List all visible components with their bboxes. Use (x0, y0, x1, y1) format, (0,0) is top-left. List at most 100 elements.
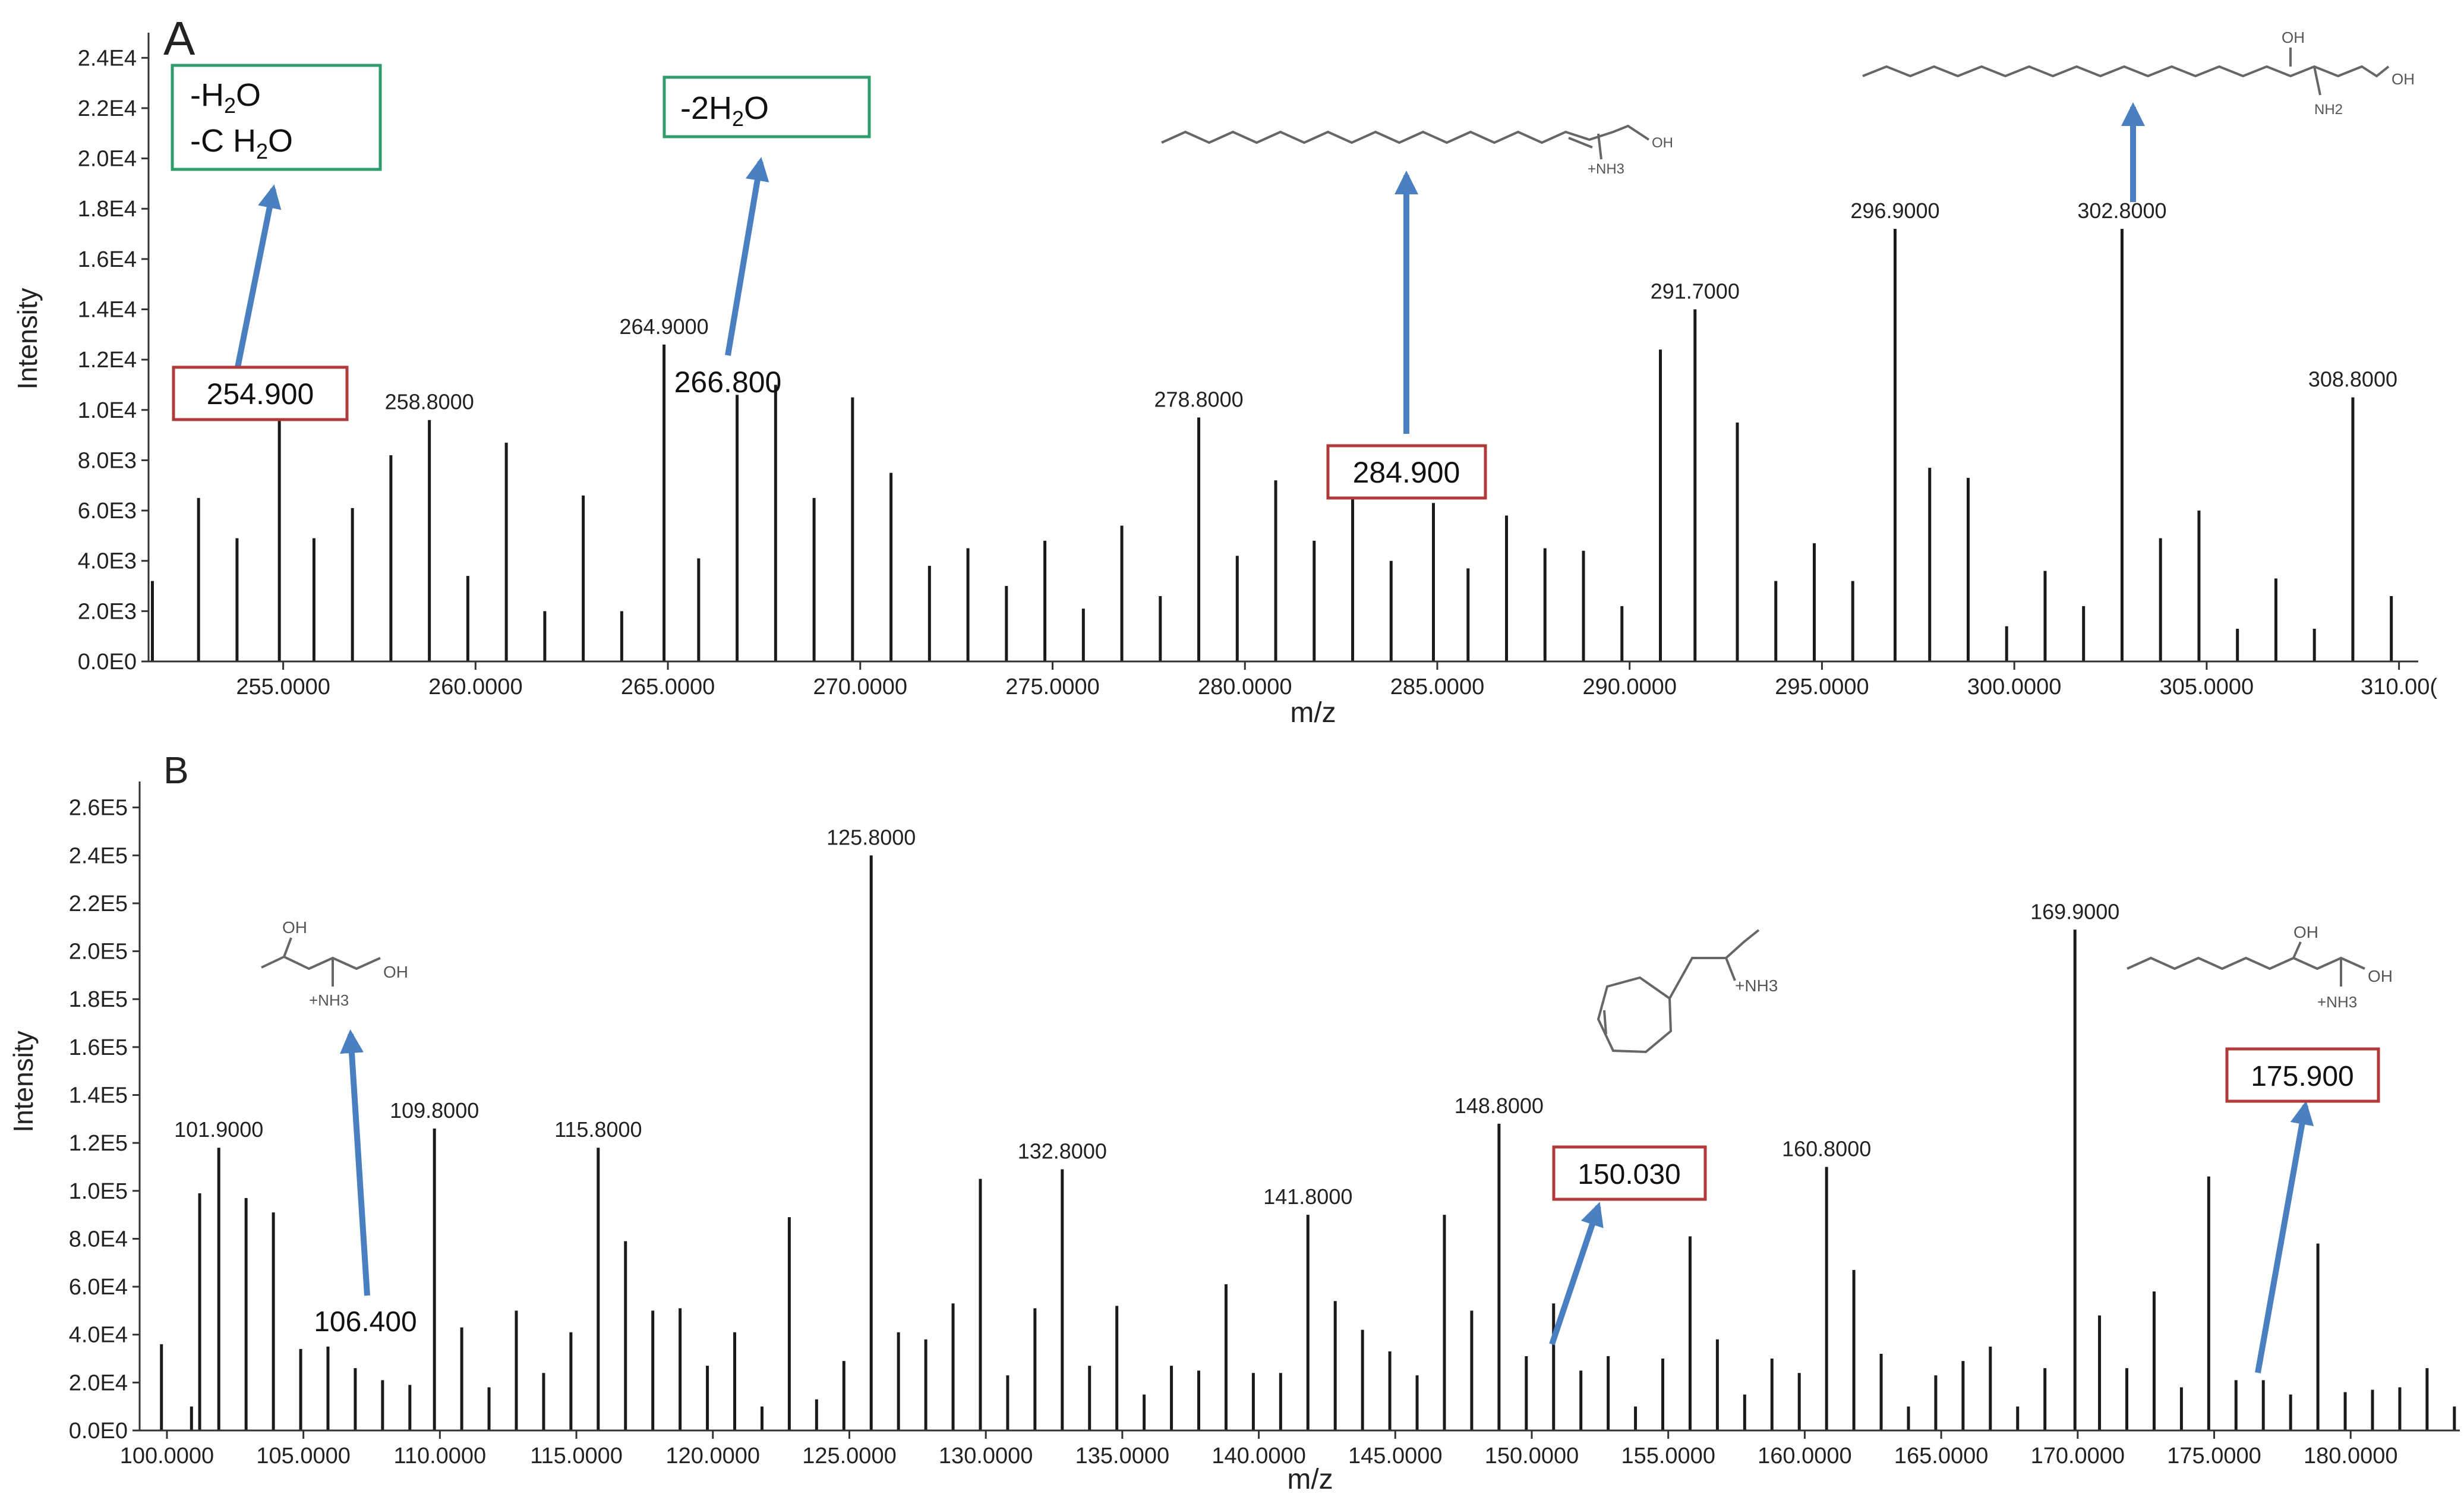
ion-box-254900: 254.900 (172, 365, 349, 421)
svg-text:150.030: 150.030 (1578, 1159, 1681, 1190)
panel-b-x-tick-label: 105.0000 (256, 1444, 351, 1469)
panel-b-x-tick-label: 150.0000 (1485, 1444, 1579, 1469)
structure-cycloheptenyl-amine (1597, 929, 1760, 1054)
structure-aminobutanediol-nh3: +NH3 (309, 991, 349, 1009)
panel-a-x-tick-label: 300.0000 (1967, 675, 2062, 699)
panel-a-x-tick-label: 290.0000 (1582, 675, 1677, 699)
panel-a-x-tick-label: 285.0000 (1390, 675, 1485, 699)
svg-text:175.900: 175.900 (2251, 1061, 2354, 1092)
panel-b-arrow-150 (1549, 1202, 1604, 1345)
panel-b-y-tick-label: 1.8E5 (69, 987, 128, 1012)
panel-a-y-tick-label: 2.2E4 (78, 96, 137, 121)
panel-b-x-tick-label: 155.0000 (1621, 1444, 1715, 1469)
structure-aminobutanediol-oh1: OH (282, 918, 307, 937)
panel-a-x-tick-label: 310.00( (2361, 675, 2437, 699)
panel-b-y-tick-label: 1.4E5 (69, 1083, 128, 1108)
panel-a-label: A (163, 12, 195, 65)
panel-b-x-tick-label: 135.0000 (1075, 1444, 1170, 1469)
structure-aminooctanediol-oh2: OH (2368, 967, 2393, 985)
panel-a-y-tick-label: 8.0E3 (78, 448, 137, 473)
panel-a-peak-label: 308.8000 (2308, 367, 2397, 392)
panel-b-peak-label: 115.8000 (554, 1117, 642, 1142)
panel-b-x-tick-label: 130.0000 (939, 1444, 1033, 1469)
panel-b-arrow-106 (340, 1029, 370, 1296)
svg-text:-2H2O: -2H2O (680, 90, 769, 131)
ion-box-175900: 175.900 (2225, 1047, 2380, 1103)
panel-b-peak-label: 148.8000 (1455, 1094, 1544, 1118)
panel-b-peak-label: 169.9000 (2030, 899, 2119, 924)
panel-b-y-tick-label: 2.6E5 (69, 796, 128, 821)
panel-a-peak-label: 296.9000 (1850, 198, 1939, 223)
panel-b-y-tick-label: 2.2E5 (69, 891, 128, 916)
panel-a-x-tick-label: 295.0000 (1775, 675, 1869, 699)
panel-a-y-tick-label: 2.0E4 (78, 147, 137, 172)
svg-text:284.900: 284.900 (1353, 456, 1460, 489)
panel-b-arrow-175 (2255, 1101, 2314, 1373)
panel-b-y-axis-title: Intensity (8, 1031, 39, 1132)
panel-a-x-tick-label: 280.0000 (1198, 675, 1292, 699)
panel-b-x-tick-label: 180.0000 (2304, 1444, 2398, 1469)
panel-b-y-tick-label: 2.0E5 (69, 940, 128, 965)
panel-b-y-tick-label: 2.4E5 (69, 843, 128, 868)
structure-cycloheptenyl-amine-nh3: +NH3 (1735, 976, 1778, 995)
structure-aminooctanediol-oh1: OH (2293, 923, 2318, 941)
panel-b-x-tick-label: 125.0000 (802, 1444, 897, 1469)
structure-sphinganine-oh2: OH (2392, 70, 2415, 88)
panel-b-y-tick-label: 8.0E4 (69, 1227, 128, 1252)
panel-a-x-tick-label: 270.0000 (813, 675, 908, 699)
panel-b-peak-label: 101.9000 (174, 1117, 263, 1142)
panel-a-y-tick-label: 1.0E4 (78, 398, 137, 423)
panel-a-y-tick-label: 2.4E4 (78, 46, 137, 71)
panel-b-y-tick-label: 0.0E0 (69, 1419, 128, 1444)
panel-a-y-tick-label: 2.0E3 (78, 599, 137, 624)
panel-b-x-tick-label: 110.0000 (394, 1444, 487, 1469)
panel-b-y-tick-label: 1.6E5 (69, 1035, 128, 1060)
panel-a-x-tick-label: 260.0000 (428, 675, 523, 699)
panel-b-label: B (163, 749, 189, 792)
panel-b-x-tick-label: 115.0000 (530, 1444, 623, 1469)
structure-hexadecenylamine (1161, 124, 1650, 160)
ion-label-106400: 106.400 (314, 1306, 417, 1338)
panel-a-y-tick-label: 4.0E3 (78, 549, 137, 574)
structure-aminooctanediol (2127, 941, 2365, 987)
panel-b-x-tick-label: 170.0000 (2031, 1444, 2125, 1469)
panel-a-y-tick-label: 1.8E4 (78, 197, 137, 222)
panel-b-peak-label: 132.8000 (1018, 1139, 1107, 1164)
panel-b-x-tick-label: 100.0000 (120, 1444, 214, 1469)
panel-b-y-tick-label: 1.2E5 (69, 1131, 128, 1156)
panel-a-y-tick-label: 1.6E4 (78, 247, 137, 272)
panel-a-chart: A Intensity m/z 0.0E0 2.0E3 4.0E3 6.0E3 8.0E… (12, 12, 2437, 729)
panel-a-peak-label: 258.8000 (385, 390, 474, 414)
panel-a-y-tick-label: 1.4E4 (78, 298, 137, 323)
panel-b-x-axis-title: m/z (1287, 1464, 1333, 1495)
panel-b-x-tick-label: 175.0000 (2167, 1444, 2261, 1469)
panel-b-y-tick-label: 4.0E4 (69, 1323, 128, 1348)
panel-a-peak-label: 264.9000 (620, 314, 709, 339)
panel-b-x-tick-label: 145.0000 (1348, 1444, 1443, 1469)
panel-b-peak-label: 141.8000 (1263, 1184, 1352, 1209)
panel-b-x-tick-label: 140.0000 (1212, 1444, 1306, 1469)
structure-sphinganine (1862, 48, 2390, 96)
panel-b-x-tick-label: 120.0000 (666, 1444, 761, 1469)
panel-a-arrow-254 (235, 184, 282, 368)
panel-a-peak-label: 278.8000 (1154, 387, 1243, 411)
ion-box-284900: 284.900 (1326, 444, 1487, 500)
panel-a-arrow-266 (725, 157, 769, 356)
structure-aminobutanediol-oh2: OH (383, 963, 408, 981)
panel-a-y-tick-label: 0.0E0 (78, 650, 137, 675)
panel-a-x-tick-label: 275.0000 (1005, 675, 1100, 699)
panel-b-y-tick-label: 2.0E4 (69, 1370, 128, 1395)
structure-hexadecenylamine-oh: OH (1652, 135, 1673, 151)
panel-b-peak-label: 125.8000 (826, 825, 916, 849)
panel-b-y-tick-label: 1.0E5 (69, 1179, 128, 1204)
loss-box-h2o: -H2O -C H2O (171, 64, 382, 171)
panel-a-y-tick-label: 6.0E3 (78, 499, 137, 524)
structure-hexadecenylamine-nh3: +NH3 (1588, 161, 1624, 177)
panel-a-y-axis-title: Intensity (12, 288, 43, 389)
panel-a-x-tick-label: 265.0000 (621, 675, 715, 699)
panel-a-x-tick-label: 305.0000 (2160, 675, 2254, 699)
panel-b-peak-label: 160.8000 (1782, 1136, 1871, 1161)
panel-b-peak-label: 109.8000 (390, 1098, 479, 1123)
svg-text:254.900: 254.900 (207, 377, 314, 411)
